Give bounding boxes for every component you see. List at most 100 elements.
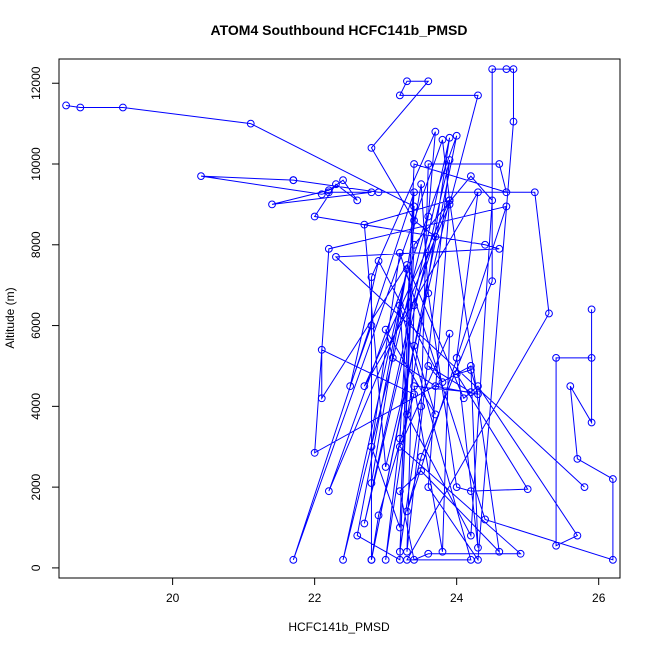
data-point xyxy=(353,531,362,540)
data-point xyxy=(466,362,475,370)
y-tick-label: 10000 xyxy=(29,147,43,181)
data-point xyxy=(410,301,418,310)
x-tick-label: 24 xyxy=(450,591,464,605)
chart-title: ATOM4 Southbound HCFC141b_PMSD xyxy=(211,22,468,38)
data-point xyxy=(289,555,298,564)
data-point xyxy=(424,77,433,86)
data-point xyxy=(339,555,347,564)
data-point xyxy=(310,448,319,457)
data-point xyxy=(310,212,319,221)
series-line xyxy=(66,68,614,562)
data-point xyxy=(424,483,433,492)
x-axis: 20 22 24 26 xyxy=(166,577,606,605)
data-point xyxy=(119,103,127,112)
data-point xyxy=(324,188,333,197)
data-point xyxy=(608,555,617,564)
y-tick-label: 4000 xyxy=(29,393,43,420)
data-point xyxy=(324,487,333,496)
data-point xyxy=(424,160,433,168)
data-point xyxy=(395,442,404,451)
data-point xyxy=(395,487,404,496)
data-point xyxy=(566,382,575,391)
data-point xyxy=(403,265,411,273)
data-point xyxy=(424,362,433,370)
data-point xyxy=(381,555,390,564)
data-point xyxy=(332,180,340,189)
data-point xyxy=(438,135,447,144)
data-point xyxy=(452,353,461,362)
data-point xyxy=(459,394,468,403)
y-tick-label: 6000 xyxy=(29,312,43,339)
data-point xyxy=(474,543,482,552)
data-point xyxy=(466,388,475,397)
data-point xyxy=(367,442,376,451)
data-point xyxy=(395,547,404,556)
data-point xyxy=(573,454,582,463)
data-point xyxy=(495,547,504,556)
data-point xyxy=(317,394,326,403)
data-point xyxy=(509,65,518,73)
data-point xyxy=(502,188,511,197)
data-point xyxy=(197,172,205,181)
y-tick-label: 8000 xyxy=(29,231,43,258)
data-point xyxy=(438,378,447,387)
data-point xyxy=(403,555,411,564)
data-point xyxy=(395,301,404,310)
data-point xyxy=(381,325,390,334)
data-point xyxy=(452,131,461,140)
data-point xyxy=(452,483,461,492)
data-point xyxy=(552,541,560,550)
data-point xyxy=(367,479,376,487)
data-point xyxy=(317,190,326,199)
data-point xyxy=(481,240,489,249)
y-axis-label: Altitude (m) xyxy=(3,287,17,348)
data-point xyxy=(573,531,582,540)
data-point xyxy=(410,160,418,168)
data-point xyxy=(445,156,454,164)
data-point xyxy=(445,196,454,205)
data-point xyxy=(587,353,596,362)
data-point xyxy=(488,65,497,73)
data-point xyxy=(587,305,596,314)
x-tick-label: 22 xyxy=(308,591,322,605)
data-point xyxy=(530,188,539,197)
data-point xyxy=(587,418,596,427)
data-point xyxy=(360,519,369,528)
data-point xyxy=(410,216,418,225)
data-point xyxy=(346,382,355,391)
data-point xyxy=(431,410,440,419)
data-point xyxy=(495,160,504,168)
data-point xyxy=(395,91,404,100)
data-point xyxy=(403,507,411,516)
data-point xyxy=(332,253,340,261)
data-point xyxy=(395,523,404,532)
x-tick-label: 26 xyxy=(592,591,606,605)
data-point xyxy=(403,261,411,269)
y-tick-label: 0 xyxy=(29,564,43,571)
data-point xyxy=(289,176,298,185)
data-point xyxy=(395,248,404,257)
y-tick-label: 12000 xyxy=(29,66,43,100)
data-point xyxy=(360,382,369,391)
data-point xyxy=(545,309,553,318)
data-point xyxy=(445,200,454,209)
data-point xyxy=(417,402,426,411)
data-point xyxy=(580,483,589,492)
data-point xyxy=(410,188,418,197)
data-point xyxy=(62,101,71,110)
data-point xyxy=(516,549,525,558)
data-point xyxy=(76,103,85,112)
data-point xyxy=(424,212,433,221)
data-point xyxy=(381,463,390,471)
data-point xyxy=(509,117,518,126)
data-point xyxy=(481,515,489,524)
data-point xyxy=(431,127,440,136)
data-point xyxy=(424,289,433,298)
data-point xyxy=(367,188,376,197)
data-point xyxy=(431,382,440,391)
data-point xyxy=(367,321,376,330)
data-point xyxy=(445,133,454,142)
data-point xyxy=(502,202,511,211)
